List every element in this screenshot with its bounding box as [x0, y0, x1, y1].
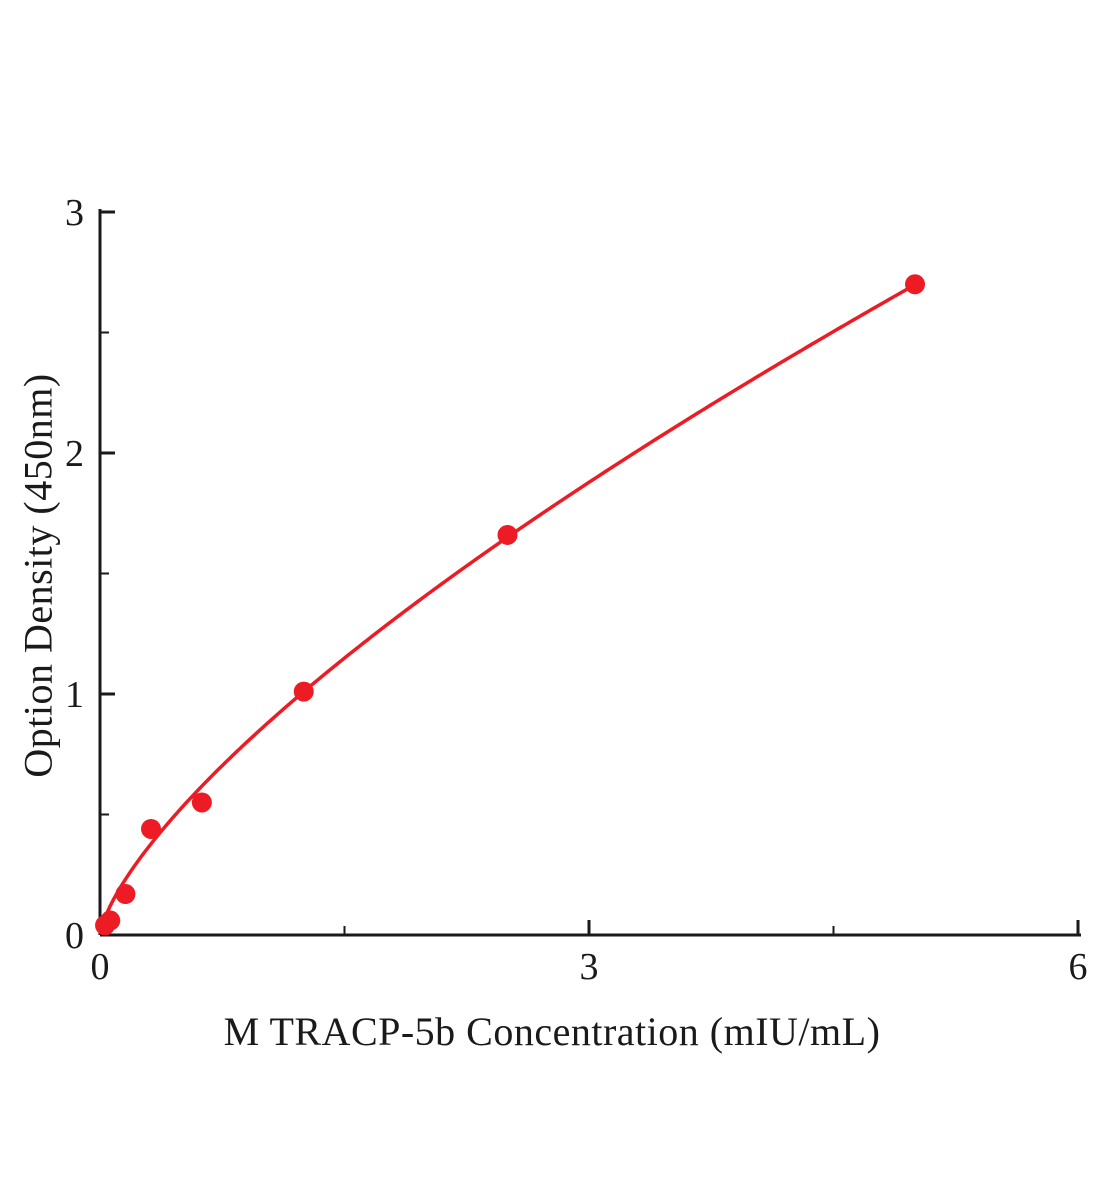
data-point-marker — [141, 818, 162, 839]
y-tick-label: 3 — [65, 192, 84, 234]
data-point-marker — [115, 884, 136, 905]
x-tick-label: 0 — [91, 946, 110, 988]
data-point-marker — [100, 910, 121, 931]
x-axis-label: M TRACP-5b Concentration (mIU/mL) — [223, 1009, 881, 1054]
data-point-marker — [191, 792, 212, 813]
x-tick-label: 3 — [580, 946, 599, 988]
data-point-marker — [497, 524, 518, 545]
data-point-marker — [905, 274, 925, 295]
x-tick-label: 6 — [1069, 946, 1088, 988]
data-point-marker — [293, 681, 314, 702]
y-tick-label: 2 — [65, 433, 84, 475]
fit-curve — [98, 282, 917, 935]
y-tick-label: 0 — [65, 915, 84, 957]
y-tick-label: 1 — [65, 674, 84, 716]
y-axis-label: Option Density (450nm) — [15, 373, 61, 778]
